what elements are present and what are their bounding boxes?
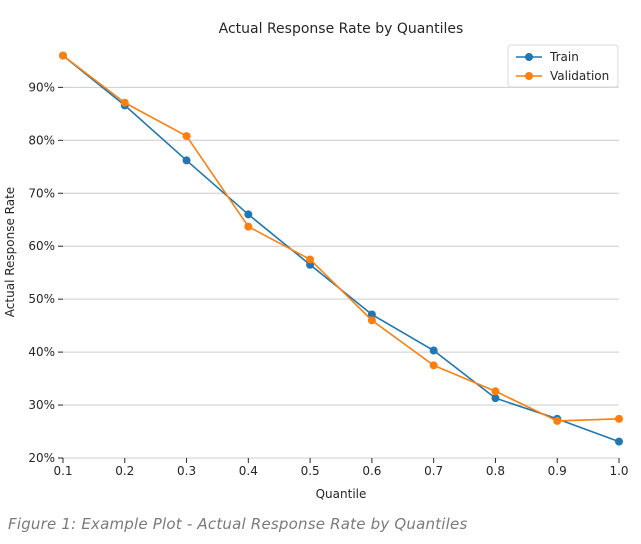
data-point-train [244, 210, 253, 219]
series-line-validation [62, 54, 620, 422]
data-point-validation [553, 416, 562, 425]
data-point-train [491, 394, 500, 403]
data-point-validation [182, 132, 191, 141]
data-point-train [367, 310, 376, 319]
chart: 20% 30% 40% 50% 60% 70% 80% 90% 0.1 0.2 0.3 0.4 0.5 0… [3, 21, 629, 501]
data-point-validation [491, 387, 500, 396]
y-tick-label: 80% [28, 133, 55, 147]
legend-swatch-marker [525, 53, 533, 61]
x-tick-label: 0.6 [362, 464, 381, 478]
data-point-validation [367, 316, 376, 325]
data-point-validation [306, 255, 315, 264]
x-tick-label: 0.3 [177, 464, 196, 478]
legend-swatch-marker [525, 72, 533, 80]
legend: Train Validation [507, 44, 619, 88]
y-tick-label: 30% [28, 398, 55, 412]
series-layer [59, 51, 623, 446]
x-axis-title: Quantile [316, 487, 367, 501]
y-tick-label: 60% [28, 239, 55, 253]
data-point-train [429, 346, 438, 355]
x-tick-label: 0.8 [486, 464, 505, 478]
data-point-validation [429, 361, 438, 370]
legend-label: Train [549, 50, 579, 64]
x-tick-label: 0.5 [301, 464, 320, 478]
data-point-validation [120, 98, 129, 107]
y-tick-label: 20% [28, 451, 55, 465]
x-tick-label: 0.9 [548, 464, 567, 478]
data-point-train [615, 437, 623, 446]
figure-caption: Figure 1: Example Plot - Actual Response… [8, 515, 468, 533]
legend-label: Validation [550, 69, 609, 83]
chart-title: Actual Response Rate by Quantiles [219, 21, 464, 37]
y-tick-label: 50% [28, 292, 55, 306]
x-tick-label: 0.7 [424, 464, 443, 478]
y-tick-label: 90% [28, 80, 55, 94]
grid-lines [63, 86, 619, 459]
data-point-validation [244, 222, 253, 231]
y-tick-label: 70% [28, 186, 55, 200]
x-tick-label: 0.2 [115, 464, 134, 478]
data-point-train [182, 156, 191, 165]
data-point-validation [615, 414, 623, 423]
x-tick-label: 1.0 [609, 464, 628, 478]
axes: 20% 30% 40% 50% 60% 70% 80% 90% 0.1 0.2 0.3 0.4 0.5 0… [28, 80, 628, 478]
x-tick-label: 0.1 [53, 464, 72, 478]
x-tick-label: 0.4 [239, 464, 258, 478]
y-tick-label: 40% [28, 345, 55, 359]
y-axis-title: Actual Response Rate [3, 187, 17, 317]
data-point-validation [59, 51, 67, 60]
